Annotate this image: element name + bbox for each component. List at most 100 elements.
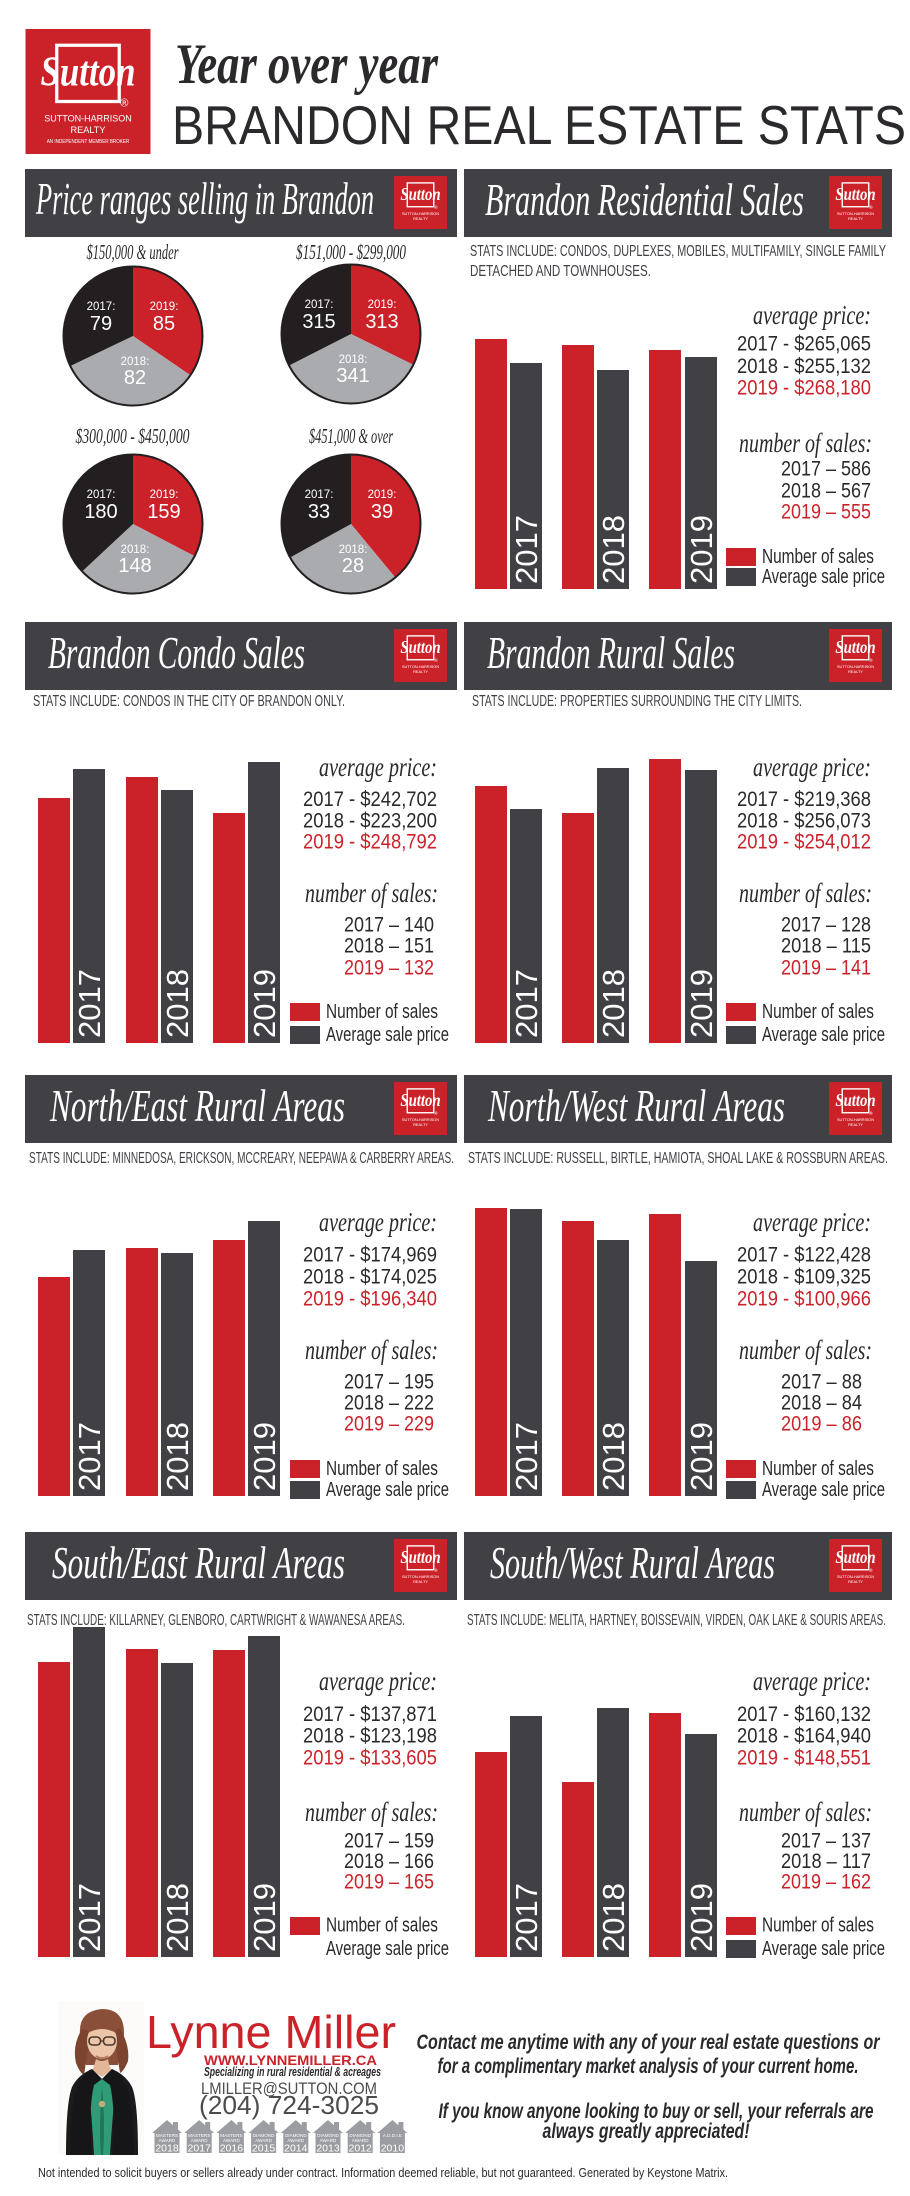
svg-text:Specializing in rural resident: Specializing in rural residential & acre…: [204, 2065, 381, 2079]
svg-text:2018 - $255,132: 2018 - $255,132: [737, 355, 871, 378]
svg-text:2017:: 2017:: [305, 489, 334, 501]
svg-text:2018 - $123,198: 2018 - $123,198: [303, 1725, 437, 1748]
svg-text:2013: 2013: [316, 2143, 340, 2155]
svg-text:2014: 2014: [284, 2143, 308, 2155]
svg-text:average price:: average price:: [319, 1666, 437, 1696]
svg-text:2017 - $265,065: 2017 - $265,065: [737, 333, 871, 356]
svg-text:number of sales:: number of sales:: [305, 1797, 438, 1827]
svg-text:2019 - $268,180: 2019 - $268,180: [737, 377, 871, 400]
svg-text:2017 – 88: 2017 – 88: [781, 1371, 862, 1394]
svg-text:$150,000 & under: $150,000 & under: [87, 240, 179, 264]
svg-text:always greatly appreciated!: always greatly appreciated!: [543, 2120, 750, 2143]
svg-text:Number of sales: Number of sales: [326, 1915, 438, 1937]
svg-text:Number of sales: Number of sales: [762, 1458, 874, 1480]
svg-text:2018 – 222: 2018 – 222: [344, 1392, 434, 1415]
svg-text:AWARD: AWARD: [159, 2138, 176, 2143]
svg-text:2017 – 195: 2017 – 195: [344, 1371, 434, 1394]
svg-text:AWARD: AWARD: [223, 2138, 240, 2143]
svg-text:DIAMOND: DIAMOND: [253, 2133, 275, 2138]
svg-text:number of sales:: number of sales:: [739, 878, 872, 908]
svg-text:DIAMOND: DIAMOND: [285, 2133, 307, 2138]
svg-text:2012: 2012: [349, 2143, 373, 2155]
svg-text:(204) 724-3025: (204) 724-3025: [199, 2090, 379, 2120]
svg-text:AWARD: AWARD: [320, 2138, 337, 2143]
svg-text:REALTY: REALTY: [413, 1579, 428, 1584]
svg-text:Number of sales: Number of sales: [762, 546, 874, 568]
svg-text:2019 - $196,340: 2019 - $196,340: [303, 1288, 437, 1311]
svg-text:SUTTON-HARRISON: SUTTON-HARRISON: [402, 1117, 439, 1122]
svg-text:average price:: average price:: [753, 1207, 871, 1237]
svg-text:2019:: 2019:: [368, 299, 397, 311]
svg-text:2018 - $164,940: 2018 - $164,940: [737, 1725, 871, 1748]
svg-text:2018 – 567: 2018 – 567: [781, 480, 871, 503]
svg-text:Brandon Residential Sales: Brandon Residential Sales: [485, 174, 804, 225]
svg-text:2018 - $223,200: 2018 - $223,200: [303, 810, 437, 833]
svg-text:Average sale price: Average sale price: [326, 1024, 449, 1046]
svg-text:2017 - $160,132: 2017 - $160,132: [737, 1703, 871, 1726]
svg-text:REALTY: REALTY: [71, 125, 107, 135]
svg-text:North/West Rural Areas: North/West Rural Areas: [487, 1080, 785, 1131]
svg-text:STATS INCLUDE: PROPERTIES SURR: STATS INCLUDE: PROPERTIES SURROUNDING TH…: [472, 693, 802, 710]
svg-text:STATS INCLUDE: MINNEDOSA, ERIC: STATS INCLUDE: MINNEDOSA, ERICKSON, MCCR…: [29, 1150, 454, 1167]
svg-text:2018 - $256,073: 2018 - $256,073: [737, 810, 871, 833]
svg-text:2017 - $242,702: 2017 - $242,702: [303, 788, 437, 811]
svg-text:$151,000 - $299,000: $151,000 - $299,000: [296, 240, 406, 264]
svg-text:2018 - $109,325: 2018 - $109,325: [737, 1266, 871, 1289]
svg-text:DETACHED AND TOWNHOUSES.: DETACHED AND TOWNHOUSES.: [470, 263, 651, 280]
svg-text:SUTTON-HARRISON: SUTTON-HARRISON: [837, 211, 874, 216]
svg-text:®: ®: [434, 657, 438, 664]
svg-text:If you know anyone looking to: If you know anyone looking to buy or sel…: [439, 2100, 874, 2123]
svg-text:2017 - $137,871: 2017 - $137,871: [303, 1703, 437, 1726]
svg-text:Average sale price: Average sale price: [326, 1479, 449, 1501]
svg-text:AN INDEPENDENT MEMBER BROKER: AN INDEPENDENT MEMBER BROKER: [47, 139, 130, 145]
svg-text:Sutton: Sutton: [400, 637, 440, 657]
svg-text:Average sale price: Average sale price: [762, 1938, 885, 1960]
svg-text:2017 - $174,969: 2017 - $174,969: [303, 1244, 437, 1267]
svg-text:2018 – 115: 2018 – 115: [781, 935, 871, 958]
svg-text:North/East Rural Areas: North/East Rural Areas: [49, 1080, 345, 1131]
svg-text:MASTERS: MASTERS: [220, 2133, 242, 2138]
svg-text:DIAMOND: DIAMOND: [349, 2133, 371, 2138]
svg-text:average price:: average price:: [753, 752, 871, 782]
svg-text:Average sale price: Average sale price: [762, 1479, 885, 1501]
svg-text:159: 159: [147, 501, 180, 523]
svg-text:2017: 2017: [188, 2143, 212, 2155]
svg-text:2019:: 2019:: [149, 301, 178, 313]
svg-text:STATS INCLUDE: CONDOS IN THE C: STATS INCLUDE: CONDOS IN THE CITY OF BRA…: [33, 693, 345, 710]
svg-text:SUTTON-HARRISON: SUTTON-HARRISON: [402, 211, 439, 216]
svg-text:Sutton: Sutton: [835, 1090, 875, 1110]
svg-text:2018 – 151: 2018 – 151: [344, 935, 434, 958]
svg-text:®: ®: [869, 204, 873, 211]
svg-text:number of sales:: number of sales:: [739, 428, 872, 458]
svg-text:79: 79: [89, 313, 111, 335]
svg-text:SUTTON-HARRISON: SUTTON-HARRISON: [837, 1574, 874, 1579]
svg-text:148: 148: [118, 555, 151, 577]
svg-text:Lynne Miller: Lynne Miller: [146, 2006, 396, 2058]
svg-text:85: 85: [152, 313, 174, 335]
svg-text:for a complimentary market ana: for a complimentary market analysis of y…: [438, 2055, 859, 2078]
svg-text:2019 – 555: 2019 – 555: [781, 501, 871, 524]
svg-text:average price:: average price:: [753, 1666, 871, 1696]
svg-text:341: 341: [336, 365, 369, 387]
svg-text:STATS INCLUDE: MELITA, HARTNEY: STATS INCLUDE: MELITA, HARTNEY, BOISSEVA…: [467, 1612, 886, 1629]
svg-text:2017 – 586: 2017 – 586: [781, 458, 871, 481]
svg-text:$451,000 & over: $451,000 & over: [309, 424, 393, 448]
svg-text:2019 - $148,551: 2019 - $148,551: [737, 1747, 871, 1770]
svg-text:SUTTON-HARRISON: SUTTON-HARRISON: [837, 664, 874, 669]
svg-text:LMILLER@SUTTON.COM: LMILLER@SUTTON.COM: [201, 2079, 377, 2098]
svg-text:AWARD: AWARD: [191, 2138, 208, 2143]
svg-text:2018:: 2018:: [120, 544, 149, 556]
svg-text:2018 - $174,025: 2018 - $174,025: [303, 1266, 437, 1289]
svg-text:2018: 2018: [155, 2143, 179, 2155]
svg-text:Sutton: Sutton: [400, 1547, 440, 1567]
svg-text:REALTY: REALTY: [848, 1579, 863, 1584]
svg-text:2018:: 2018:: [339, 354, 368, 366]
svg-text:DIAMOND: DIAMOND: [317, 2133, 339, 2138]
svg-text:2018 – 117: 2018 – 117: [781, 1850, 871, 1873]
svg-text:Price ranges selling in Brando: Price ranges selling in Brandon: [35, 173, 374, 224]
svg-text:33: 33: [308, 501, 330, 523]
svg-text:Average sale price: Average sale price: [762, 1024, 885, 1046]
svg-text:$300,000 - $450,000: $300,000 - $450,000: [76, 424, 190, 448]
svg-text:2019 - $248,792: 2019 - $248,792: [303, 831, 437, 854]
svg-text:82: 82: [123, 367, 145, 389]
